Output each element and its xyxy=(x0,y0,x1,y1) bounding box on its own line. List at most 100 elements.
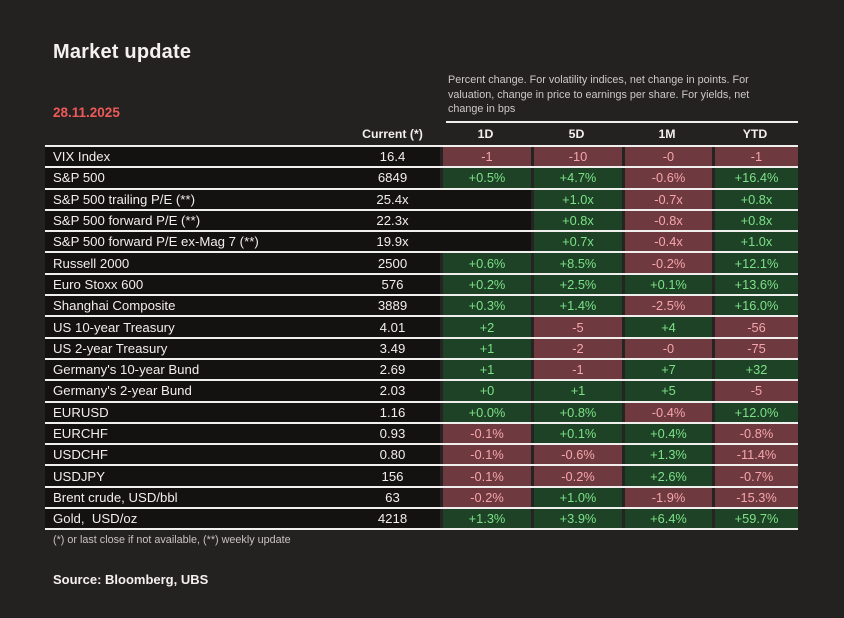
table-row: VIX Index 16.4 -1 -10 -0 -1 xyxy=(45,147,798,169)
change-cell-ytd: -0.7% xyxy=(712,466,798,486)
change-cell-5d: +1.0x xyxy=(531,189,622,209)
change-cell-5d: -0.6% xyxy=(531,445,622,465)
market-table: VIX Index 16.4 -1 -10 -0 -1 S&P 500 6849 +0.5% +4… xyxy=(45,145,798,531)
change-cell-1m: -0.4% xyxy=(622,402,712,422)
row-label: EURCHF xyxy=(53,426,108,441)
column-header-5d: 5D xyxy=(568,127,585,141)
source: Source: Bloomberg, UBS xyxy=(53,572,209,587)
change-cell-ytd: -0.8% xyxy=(712,423,798,444)
table-row: USDJPY 156 -0.1% -0.2% +2.6% -0.7% xyxy=(45,466,798,488)
change-cell-5d: +3.9% xyxy=(531,509,622,529)
change-cell-1m: +5 xyxy=(622,381,712,401)
current-value: 3.49 xyxy=(379,340,406,356)
current-value: 3889 xyxy=(377,298,408,314)
change-cell-ytd: +16.4% xyxy=(712,168,798,188)
change-cell-ytd: -15.3% xyxy=(712,487,798,508)
row-label: Gold, USD/oz xyxy=(53,511,138,527)
change-cell-5d: -10 xyxy=(531,147,622,167)
change-cell-ytd: +13.6% xyxy=(712,274,798,295)
change-cell-ytd: +12.0% xyxy=(712,402,798,422)
table-row: USDCHF 0.80 -0.1% -0.6% +1.3% -11.4% xyxy=(45,445,798,467)
change-cell-1d xyxy=(440,190,531,209)
change-cell-1m: -2.5% xyxy=(622,296,712,316)
change-cell-ytd: -1 xyxy=(712,147,798,167)
current-value: 1.16 xyxy=(379,404,406,420)
methodology-note-line: valuation, change in price to earnings p… xyxy=(448,88,750,101)
table-row: Gold, USD/oz 4218 +1.3% +3.9% +6.4% +59.7% xyxy=(45,509,798,531)
change-cell-ytd: +32 xyxy=(712,359,798,380)
table-row: Russell 2000 2500 +0.6% +8.5% -0.2% +12.1% xyxy=(45,253,798,275)
change-cell-ytd: +0.8x xyxy=(712,210,798,231)
change-cell-5d: +1.0% xyxy=(531,487,622,508)
change-cell-ytd: +0.8x xyxy=(712,189,798,209)
change-cell-1d: +2 xyxy=(440,317,531,337)
current-value: 0.93 xyxy=(379,426,406,441)
change-cell-1d: +1 xyxy=(440,338,531,358)
change-cell-1m: +0.4% xyxy=(622,423,712,444)
change-cell-ytd: +16.0% xyxy=(712,296,798,316)
change-cell-1d: +0.5% xyxy=(440,168,531,188)
change-cell-5d: +0.1% xyxy=(531,423,622,444)
change-cell-1m: -0.7x xyxy=(622,189,712,209)
change-cell-ytd: +59.7% xyxy=(712,509,798,529)
current-value: 2.69 xyxy=(379,362,406,378)
row-label: US 10-year Treasury xyxy=(53,319,175,335)
table-row: S&P 500 forward P/E ex-Mag 7 (**) 19.9x +0… xyxy=(45,232,798,254)
column-header-current: Current (*) xyxy=(362,127,423,141)
current-value: 4.01 xyxy=(379,319,406,335)
report-date: 28.11.2025 xyxy=(53,105,120,120)
current-value: 576 xyxy=(381,276,404,292)
change-cell-1d: -0.1% xyxy=(440,466,531,486)
change-cell-1d: -0.1% xyxy=(440,423,531,444)
change-cell-ytd: +12.1% xyxy=(712,253,798,273)
column-headers: Current (*) 1D 5D 1M YTD xyxy=(45,126,798,143)
change-cell-ytd: -5 xyxy=(712,381,798,401)
change-cell-1m: +6.4% xyxy=(622,509,712,529)
change-cell-5d: +0.8% xyxy=(531,402,622,422)
change-cell-5d: +0.7x xyxy=(531,232,622,252)
change-cell-5d: -1 xyxy=(531,359,622,380)
row-label: VIX Index xyxy=(53,149,111,165)
column-header-ytd: YTD xyxy=(742,127,768,141)
change-cell-5d: +8.5% xyxy=(531,253,622,273)
change-cell-1m: -0.2% xyxy=(622,253,712,273)
change-cell-5d: +1 xyxy=(531,381,622,401)
change-cell-5d: -5 xyxy=(531,317,622,337)
table-row: S&P 500 trailing P/E (**) 25.4x +1.0x -0.7x… xyxy=(45,189,798,211)
change-cell-1d: -0.2% xyxy=(440,487,531,508)
change-cell-1m: +0.1% xyxy=(622,274,712,295)
current-value: 0.80 xyxy=(379,447,406,463)
table-row: US 10-year Treasury 4.01 +2 -5 +4 -56 xyxy=(45,317,798,339)
row-label: USDJPY xyxy=(53,468,106,484)
row-label: S&P 500 xyxy=(53,170,105,186)
current-value: 4218 xyxy=(377,511,408,527)
table-row: Euro Stoxx 600 576 +0.2% +2.5% +0.1% +13.6% xyxy=(45,274,798,297)
current-value: 6849 xyxy=(377,170,408,186)
change-cell-5d: -0.2% xyxy=(531,466,622,486)
table-row: Brent crude, USD/bbl 63 -0.2% +1.0% -1.9% -15… xyxy=(45,487,798,510)
change-cell-1d: +1 xyxy=(440,359,531,380)
column-header-1d: 1D xyxy=(477,127,494,141)
methodology-note-line: Percent change. For volatility indices, … xyxy=(448,74,749,86)
change-cell-1m: +1.3% xyxy=(622,445,712,465)
table-row: Germany's 2-year Bund 2.03 +0 +1 +5 -5 xyxy=(45,381,798,403)
change-cell-1m: -0.6% xyxy=(622,168,712,188)
change-cell-1d xyxy=(440,211,531,230)
change-cell-5d: +1.4% xyxy=(531,296,622,316)
table-row: S&P 500 forward P/E (**) 22.3x +0.8x -0.8x +… xyxy=(45,210,798,233)
change-cell-1d: +0 xyxy=(440,381,531,401)
row-label: Russell 2000 xyxy=(53,255,130,271)
row-label: S&P 500 forward P/E (**) xyxy=(53,213,201,229)
row-label: Germany's 10-year Bund xyxy=(53,362,200,378)
row-label: S&P 500 forward P/E ex-Mag 7 (**) xyxy=(53,234,259,250)
table-row: US 2-year Treasury 3.49 +1 -2 -0 -75 xyxy=(45,338,798,360)
methodology-note-line: change in bps xyxy=(448,103,516,116)
change-cell-5d: -2 xyxy=(531,338,622,358)
table-row: EURCHF 0.93 -0.1% +0.1% +0.4% -0.8% xyxy=(45,423,798,446)
change-cell-1d xyxy=(440,232,531,251)
current-value: 63 xyxy=(385,489,400,505)
change-cell-1d: +0.3% xyxy=(440,296,531,316)
change-cell-1m: -0.8x xyxy=(622,210,712,231)
table-row: Germany's 10-year Bund 2.69 +1 -1 +7 +32 xyxy=(45,359,798,382)
